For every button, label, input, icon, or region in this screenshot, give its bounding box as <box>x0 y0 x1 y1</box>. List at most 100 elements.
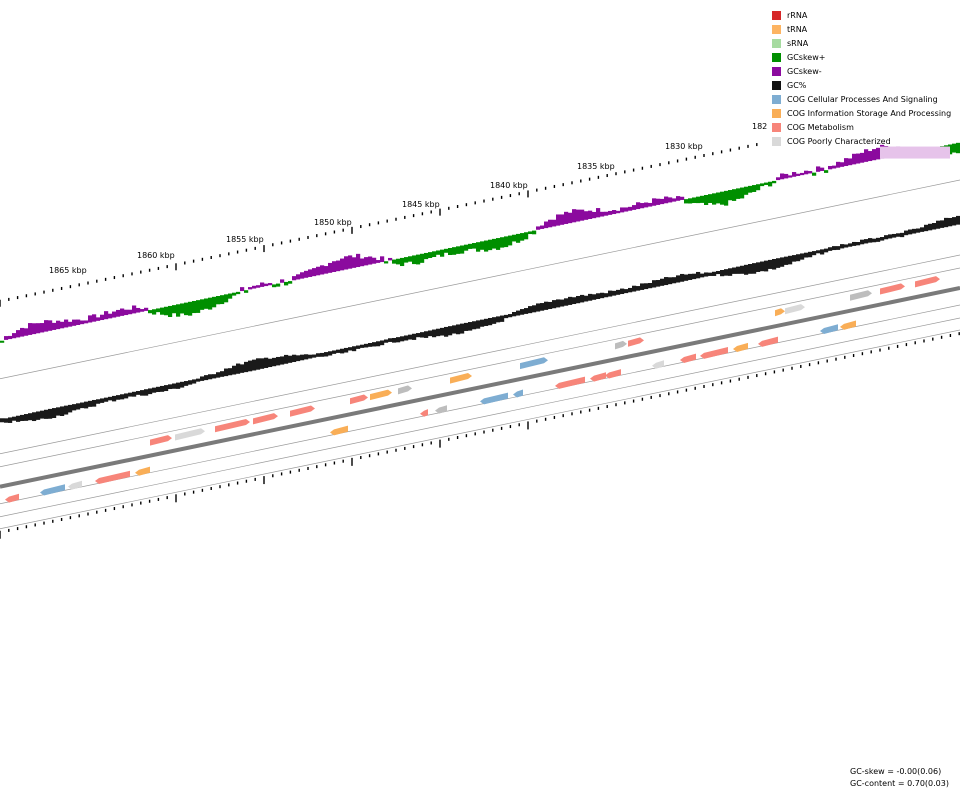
gene-arrow <box>253 413 278 425</box>
gc-skew-positive-bar <box>48 320 53 331</box>
legend-swatch <box>772 52 781 62</box>
gc-content-bar <box>336 349 341 353</box>
gc-content-bar <box>128 392 133 397</box>
gc-content-bar <box>340 348 345 354</box>
backbone-line <box>0 286 960 489</box>
gc-skew-negative-bar <box>512 234 517 242</box>
gc-skew-positive-bar <box>80 320 85 325</box>
gc-content-bar <box>312 354 317 358</box>
gc-content-bar <box>824 248 829 253</box>
gc-content-bar <box>64 405 69 415</box>
gc-skew-negative-bar <box>176 304 181 317</box>
gc-content-bar <box>444 326 449 337</box>
gc-content-bar <box>584 295 589 302</box>
gc-skew-positive-bar <box>140 309 145 312</box>
gc-content-bar <box>424 331 429 338</box>
gene-arrow <box>450 373 472 384</box>
gc-content-bar <box>708 272 713 276</box>
gc-content-bar <box>916 228 921 233</box>
gene-arrow <box>840 320 856 330</box>
legend-item-srna: sRNA <box>772 36 960 50</box>
gc-content-bar <box>908 229 913 235</box>
gc-skew-positive-bar <box>660 198 665 205</box>
gc-skew-positive-bar <box>820 167 825 171</box>
gc-content-bar <box>920 227 925 232</box>
gc-content-bar <box>864 239 869 244</box>
gc-content-bar <box>508 314 513 318</box>
legend-swatch <box>772 66 781 76</box>
gene-arrow <box>820 324 838 334</box>
gc-skew-negative-bar <box>160 307 165 315</box>
tick-label-1830: 1830 kbp <box>665 142 703 151</box>
gc-skew-negative-bar <box>752 185 757 192</box>
stats-readout: GC-skew = -0.00(0.06) GC-content = 0.70(… <box>850 766 958 790</box>
gc-skew-negative-bar <box>748 185 753 193</box>
gc-content-bar <box>532 305 537 313</box>
gc-content-bar <box>808 251 813 258</box>
gc-skew-negative-bar <box>696 196 701 204</box>
gc-content-bar <box>328 351 333 356</box>
gc-skew-negative-bar <box>0 340 5 343</box>
gc-skew-positive-bar <box>240 287 245 292</box>
gc-skew-negative-bar <box>464 244 469 251</box>
gc-skew-negative-bar <box>408 256 413 262</box>
gc-skew-positive-bar <box>320 265 325 275</box>
gc-content-bar <box>132 391 137 397</box>
gc-skew-positive-bar <box>88 315 93 323</box>
gc-content-bar <box>772 258 777 270</box>
gc-skew-negative-bar <box>456 246 461 254</box>
gc-content-bar <box>644 283 649 290</box>
gc-skew-negative-bar <box>740 187 745 199</box>
gc-skew-negative-bar <box>384 261 389 264</box>
gc-skew-negative-bar <box>152 309 157 315</box>
gc-skew-negative-bar <box>204 298 209 309</box>
gc-skew-positive-bar <box>364 257 369 266</box>
gc-skew-positive-bar <box>832 165 837 169</box>
legend-swatch <box>772 80 781 90</box>
gc-skew-positive-bar <box>100 314 105 321</box>
legend-swatch <box>772 38 781 48</box>
gc-content-bar <box>396 337 401 343</box>
gc-skew-positive-bar <box>12 333 17 339</box>
gc-content-bar <box>652 280 657 288</box>
gc-content-bar <box>840 244 845 249</box>
gc-content-bar <box>308 354 313 359</box>
gc-content-bar <box>736 266 741 274</box>
gc-content-bar <box>588 293 593 301</box>
tick-labels: 1830 kbp 1835 kbp 1840 kbp 1845 kbp 1850… <box>49 122 767 275</box>
legend: rRNA tRNA sRNA GCskew+ GCskew- GC% COG C… <box>772 8 960 148</box>
tick-label-1850: 1850 kbp <box>314 218 352 227</box>
gc-content-bar <box>712 271 717 276</box>
gc-skew-positive-bar <box>36 323 41 334</box>
gc-skew-positive-bar <box>344 256 349 270</box>
gc-skew-negative-bar <box>428 252 433 259</box>
gc-content-bar <box>796 254 801 262</box>
gene-arrow <box>398 385 412 395</box>
gc-skew-positive-bar <box>540 225 545 229</box>
legend-label: rRNA <box>787 10 808 20</box>
gc-skew-positive-bar <box>60 321 65 329</box>
gc-content-bar <box>604 293 609 298</box>
gc-content-bar <box>556 299 561 308</box>
gc-skew-negative-bar <box>956 142 960 154</box>
gc-skew-positive-bar <box>828 165 833 170</box>
gc-content-bar <box>188 380 193 385</box>
gc-content-bar <box>784 256 789 265</box>
gc-content-bar <box>780 257 785 267</box>
gc-content-bar <box>836 246 841 250</box>
gc-skew-positive-bar <box>628 206 633 211</box>
gc-content-bar <box>788 255 793 265</box>
gc-content-bar <box>72 404 77 411</box>
gc-content-bar <box>44 409 49 419</box>
gc-skew-negative-bar <box>488 239 493 251</box>
gc-content-bar <box>92 399 97 407</box>
gc-skew-positive-bar <box>560 214 565 225</box>
gc-content-bar <box>904 230 909 236</box>
gc-content-bar <box>284 354 289 364</box>
tick-label-1865: 1865 kbp <box>49 266 87 275</box>
gc-skew-positive-bar <box>612 210 617 215</box>
gc-skew-negative-bar <box>396 258 401 265</box>
gene-arrow <box>350 394 368 405</box>
gc-content-bar <box>56 407 61 416</box>
gc-content-bar <box>112 395 117 402</box>
